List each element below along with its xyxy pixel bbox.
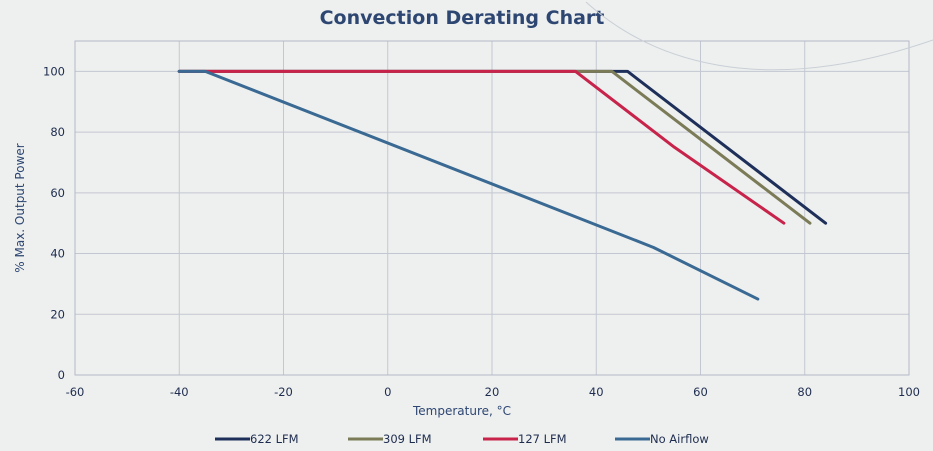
legend: 622 LFM 309 LFM 127 LFM No Airflow	[215, 432, 709, 446]
chart-title: Convection Derating Chart	[320, 7, 605, 29]
y-tick-label: 80	[50, 125, 65, 139]
x-tick-label: -60	[66, 385, 85, 399]
y-tick-label: 40	[50, 247, 65, 261]
x-tick-label: 0	[384, 385, 391, 399]
plot-area-frame	[74, 40, 910, 376]
y-axis-title: % Max. Output Power	[13, 143, 27, 273]
x-tick-label: 20	[485, 385, 500, 399]
legend-label: No Airflow	[650, 432, 709, 446]
series-line-622-lfm	[177, 69, 828, 225]
series-line-no-airflow	[177, 69, 760, 301]
decorative-arc	[585, 1, 933, 71]
series-line-127-lfm	[177, 69, 786, 225]
y-tick-label: 20	[50, 307, 65, 321]
legend-label: 309 LFM	[383, 432, 432, 446]
x-tick-label: -40	[170, 385, 189, 399]
y-tick-label: 100	[43, 64, 65, 78]
x-tick-label: 40	[589, 385, 604, 399]
series-line-309-lfm	[177, 69, 812, 225]
grid-lines	[74, 41, 910, 376]
x-tick-label: 100	[898, 385, 920, 399]
y-tick-label: 0	[58, 368, 65, 382]
legend-label: 127 LFM	[518, 432, 567, 446]
y-axis-ticks: 0 20 40 60 80 100	[43, 64, 65, 382]
x-tick-label: 80	[797, 385, 812, 399]
y-tick-label: 60	[50, 186, 65, 200]
series-lines	[177, 69, 828, 301]
x-axis-title: Temperature, °C	[412, 404, 511, 418]
legend-label: 622 LFM	[250, 432, 299, 446]
x-tick-label: -20	[274, 385, 293, 399]
x-tick-label: 60	[693, 385, 708, 399]
x-axis-ticks: -60 -40 -20 0 20 40 60 80 100	[66, 385, 920, 399]
